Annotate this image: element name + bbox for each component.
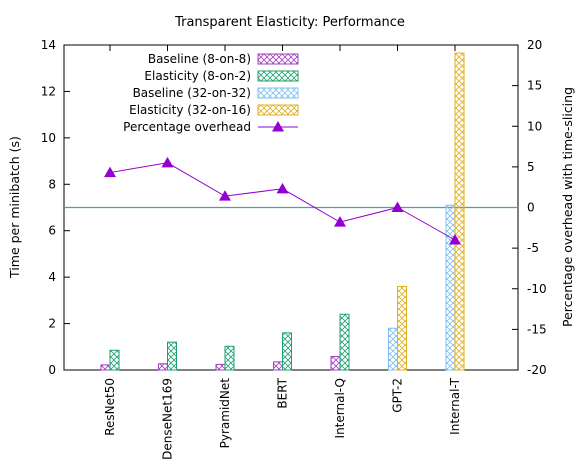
legend-label: Percentage overhead bbox=[123, 120, 251, 134]
chart-title: Transparent Elasticity: Performance bbox=[174, 15, 405, 30]
legend-swatch bbox=[257, 104, 299, 116]
bar bbox=[454, 52, 465, 371]
bar bbox=[109, 349, 120, 371]
bar bbox=[273, 361, 283, 371]
x-tick-label: PyramidNet bbox=[218, 378, 232, 449]
bar bbox=[282, 332, 292, 371]
legend-label: Baseline (8-on-8) bbox=[148, 52, 251, 66]
y2-tick-label: 0 bbox=[527, 201, 535, 215]
bar bbox=[388, 327, 398, 371]
overhead-point bbox=[391, 201, 404, 212]
x-tick-label: DenseNet169 bbox=[161, 378, 175, 460]
bar bbox=[397, 285, 407, 371]
bar bbox=[158, 363, 168, 371]
bar bbox=[445, 204, 456, 371]
legend-swatch bbox=[257, 70, 299, 82]
overhead-point bbox=[219, 190, 231, 201]
bar bbox=[330, 356, 341, 371]
y2-tick-label: 20 bbox=[527, 38, 542, 52]
overhead-line bbox=[109, 162, 456, 241]
bar bbox=[224, 345, 235, 371]
y-tick-label: 14 bbox=[41, 38, 56, 52]
overhead-point bbox=[104, 166, 116, 178]
legend-marker-swatch bbox=[272, 121, 284, 132]
y2-tick-label: -10 bbox=[527, 282, 547, 296]
y2-tick-label: 10 bbox=[527, 119, 542, 133]
legend-swatch bbox=[257, 53, 299, 65]
y2-tick-label: 5 bbox=[527, 160, 535, 174]
y2-axis-label: Percentage overhead with time-slicing bbox=[560, 87, 575, 327]
y2-tick-label: -20 bbox=[527, 363, 547, 377]
x-tick-label: GPT-2 bbox=[391, 378, 405, 413]
bar bbox=[215, 363, 226, 371]
x-tick-label: Internal-T bbox=[448, 377, 462, 434]
legend-swatch bbox=[257, 87, 299, 99]
legend-label: Baseline (32-on-32) bbox=[133, 86, 251, 100]
y-axis-label: Time per minibatch (s) bbox=[7, 136, 22, 279]
overhead-point bbox=[276, 182, 289, 194]
y2-tick-label: 15 bbox=[527, 79, 542, 93]
plot-area: 0 2 4 6 8 10 12 14 -20 -15 -10 -5 0 5 10 15 20 ResNet50 De… bbox=[41, 38, 547, 460]
y-tick-label: 4 bbox=[48, 270, 56, 284]
y-tick-label: 8 bbox=[48, 177, 56, 191]
y-tick-label: 10 bbox=[41, 131, 56, 145]
y2-tick-label: -15 bbox=[527, 322, 547, 336]
y-tick-label: 6 bbox=[48, 224, 56, 238]
y-tick-label: 12 bbox=[41, 84, 56, 98]
x-tick-label: ResNet50 bbox=[103, 378, 117, 436]
bar bbox=[167, 341, 177, 371]
bar bbox=[339, 313, 350, 371]
overhead-point bbox=[161, 156, 174, 168]
overhead-point bbox=[334, 216, 346, 227]
legend-label: Elasticity (32-on-16) bbox=[129, 103, 251, 117]
y2-tick-label: -5 bbox=[527, 241, 539, 255]
x-tick-label: Internal-Q bbox=[333, 378, 347, 438]
legend-label: Elasticity (8-on-2) bbox=[144, 69, 251, 83]
y-tick-label: 2 bbox=[48, 317, 56, 331]
x-tick-label: BERT bbox=[276, 377, 290, 408]
y-tick-label: 0 bbox=[48, 363, 56, 377]
bar bbox=[100, 364, 111, 371]
overhead-point bbox=[449, 234, 461, 245]
